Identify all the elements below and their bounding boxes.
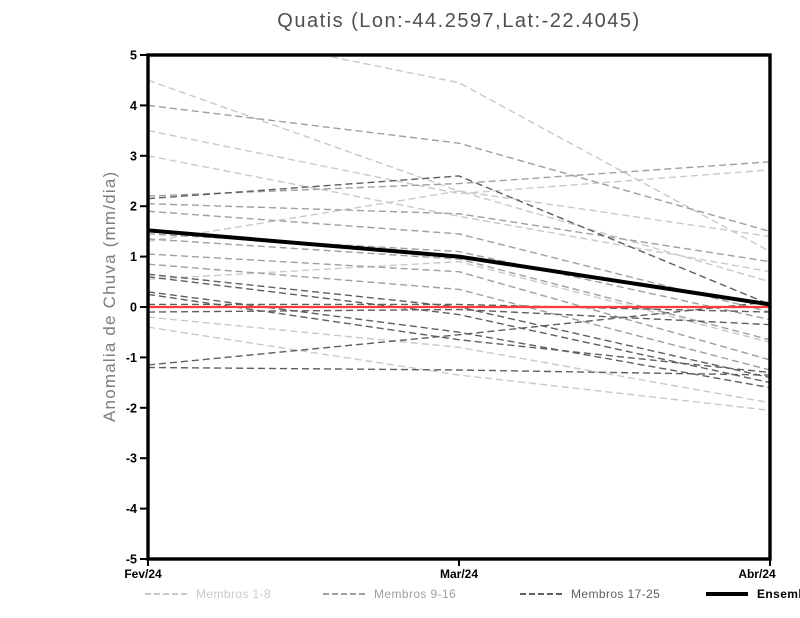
member-line — [148, 104, 770, 233]
legend-label: Membros 9-16 — [374, 587, 457, 601]
solid-line-swatch — [706, 592, 748, 596]
member-line — [148, 79, 770, 238]
series-lines — [148, 55, 770, 412]
member-line — [148, 129, 770, 195]
member-line — [148, 291, 770, 389]
legend-label: Membros 17-25 — [571, 587, 661, 601]
member-line — [148, 175, 770, 306]
member-line — [148, 260, 770, 343]
y-tick-label: -4 — [126, 502, 137, 516]
dashed-line-swatch — [323, 593, 365, 595]
member-line — [148, 253, 770, 361]
x-tick-label: Abr/24 — [738, 567, 776, 581]
y-tick-label: 2 — [130, 200, 137, 214]
y-tick-label: -2 — [126, 401, 137, 415]
member-line — [148, 293, 770, 374]
x-tick-label: Fev/24 — [124, 567, 162, 581]
legend-item-membros-9-16: Membros 9-16 — [323, 585, 456, 603]
legend-item-membros-17-25: Membros 17-25 — [520, 585, 660, 603]
member-line — [148, 276, 770, 384]
y-tick-label: 0 — [130, 301, 137, 315]
member-line — [148, 308, 770, 326]
y-tick-label: -1 — [126, 351, 137, 365]
x-tick-label: Mar/24 — [440, 567, 478, 581]
member-line — [148, 303, 770, 313]
legend: Membros 1-8 Membros 9-16 Membros 17-25 E… — [0, 585, 800, 607]
member-line — [318, 55, 770, 253]
ensemble-mean-line — [148, 228, 770, 307]
member-line — [148, 238, 770, 341]
member-line — [148, 316, 770, 404]
member-line — [148, 326, 770, 412]
y-tick-label: 4 — [130, 99, 137, 113]
member-line — [148, 210, 770, 313]
member-line — [148, 263, 770, 371]
dashed-line-swatch — [520, 593, 562, 595]
member-line — [148, 161, 770, 197]
y-tick-label: 1 — [130, 250, 137, 264]
member-line — [148, 202, 770, 263]
legend-item-ensemble-mean: Ensemble Mean — [706, 585, 800, 603]
dashed-line-swatch — [145, 593, 187, 595]
y-tick-label: 5 — [130, 49, 137, 63]
y-tick-label: -5 — [126, 553, 137, 567]
member-line — [148, 155, 770, 273]
legend-label: Membros 1-8 — [196, 587, 272, 601]
y-tick-label: 3 — [130, 149, 137, 163]
member-line — [148, 301, 770, 366]
y-tick-label: -3 — [126, 452, 137, 466]
chart-title: Quatis (Lon:-44.2597,Lat:-22.4045) — [277, 10, 641, 32]
legend-item-membros-1-8: Membros 1-8 — [145, 585, 271, 603]
member-line — [148, 366, 770, 376]
legend-label: Ensemble Mean — [757, 587, 800, 601]
member-line — [148, 190, 770, 283]
